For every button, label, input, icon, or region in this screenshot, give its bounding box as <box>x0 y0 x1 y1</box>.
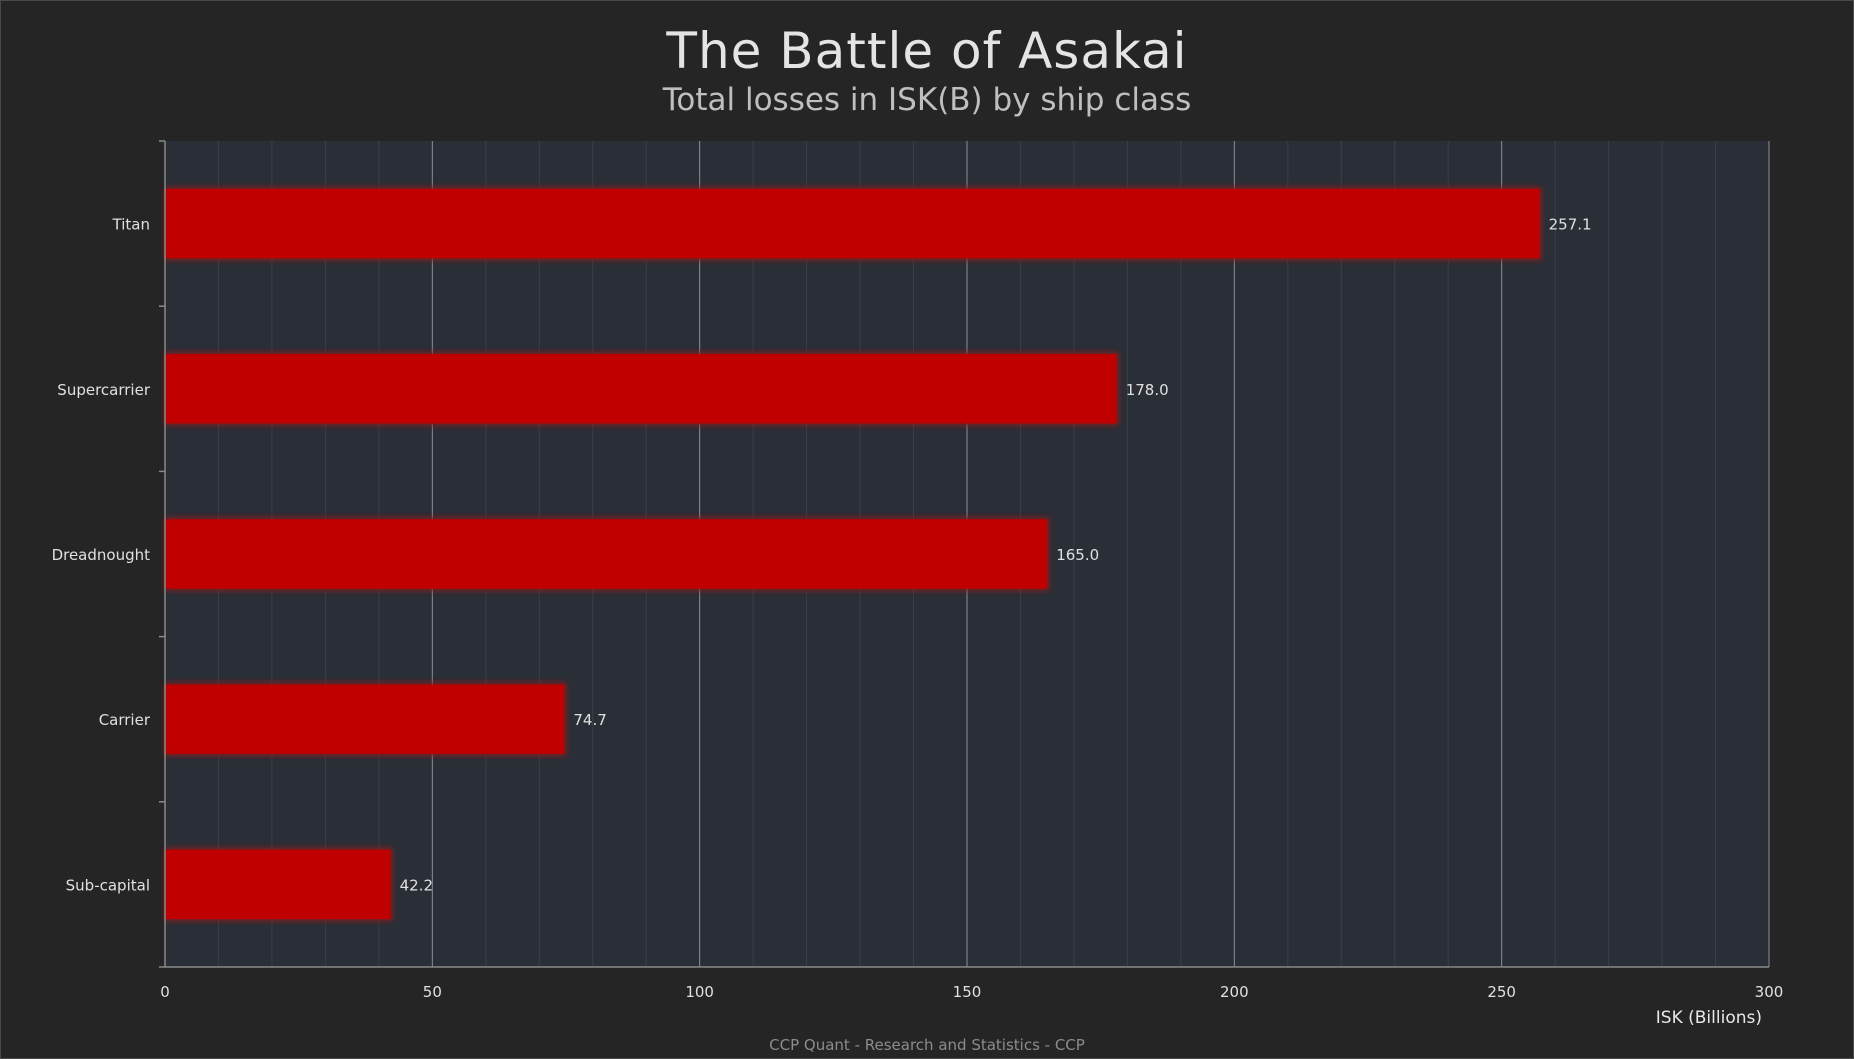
x-tick-label: 150 <box>953 983 982 1001</box>
x-tick-label: 100 <box>685 983 714 1001</box>
x-tick-label: 50 <box>423 983 442 1001</box>
x-tick-label: 250 <box>1487 983 1516 1001</box>
x-tick-label: 300 <box>1755 983 1784 1001</box>
chart-title: The Battle of Asakai <box>666 22 1188 80</box>
chart-subtitle: Total losses in ISK(B) by ship class <box>662 82 1192 118</box>
x-tick-labels: 0 50 100 150 200 250 300 <box>160 983 1783 1001</box>
axes <box>159 140 1769 968</box>
bar <box>165 684 565 754</box>
x-axis-title: ISK (Billions) <box>1656 1008 1762 1028</box>
x-tick-label: 200 <box>1220 983 1249 1001</box>
y-tick-label: Carrier <box>99 711 151 729</box>
bar <box>165 849 391 920</box>
bar <box>165 519 1048 589</box>
bar-value-label: 165.0 <box>1056 546 1099 564</box>
y-tick-label: Sub-capital <box>66 876 150 894</box>
y-tick-label: Dreadnought <box>52 546 151 564</box>
bars: 257.1 178.0 165.0 74.7 42.2 <box>165 186 1592 922</box>
bar-value-label: 74.7 <box>573 711 606 729</box>
bar-value-label: 257.1 <box>1549 216 1592 234</box>
x-tick-label: 0 <box>160 983 170 1001</box>
y-tick-label: Supercarrier <box>57 381 151 399</box>
y-tick-labels: Titan Supercarrier Dreadnought Carrier Sub-c… <box>52 216 151 895</box>
bar <box>165 188 1540 259</box>
bar <box>165 354 1117 424</box>
y-tick-label: Titan <box>112 216 150 234</box>
bar-value-label: 178.0 <box>1126 381 1169 399</box>
bar-value-label: 42.2 <box>400 876 433 894</box>
footer-credit: CCP Quant - Research and Statistics - CC… <box>769 1036 1085 1054</box>
